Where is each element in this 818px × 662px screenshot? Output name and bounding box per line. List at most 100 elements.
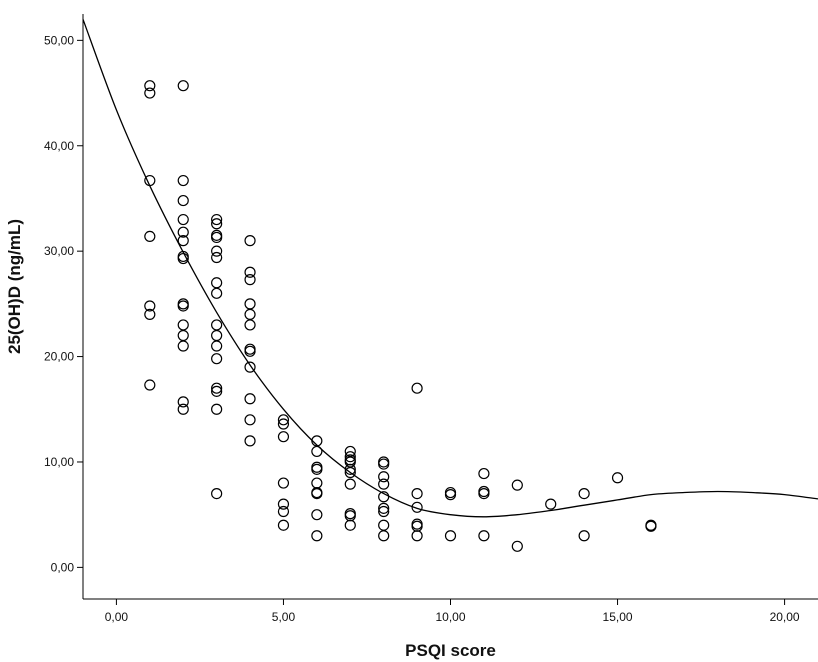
data-point xyxy=(411,487,423,500)
data-point xyxy=(378,502,390,514)
data-point xyxy=(344,508,356,520)
data-point xyxy=(378,456,390,468)
data-point xyxy=(244,274,256,286)
x-tick-label: 15,00 xyxy=(603,610,633,624)
data-point xyxy=(244,393,256,405)
data-point xyxy=(144,300,156,312)
x-axis-ticks: 0,00 5,00 10,00 15,00 20,00 xyxy=(105,599,800,624)
data-point xyxy=(277,418,290,430)
data-points xyxy=(144,80,657,552)
data-point xyxy=(144,80,156,92)
data-point xyxy=(411,530,423,542)
data-point xyxy=(578,530,590,542)
x-tick-label: 20,00 xyxy=(770,610,800,624)
data-point xyxy=(311,445,323,458)
data-point xyxy=(211,245,223,257)
data-point xyxy=(244,319,256,331)
data-point xyxy=(244,343,256,355)
data-point xyxy=(144,308,156,321)
data-point xyxy=(211,487,223,500)
data-point xyxy=(344,451,356,463)
data-point xyxy=(344,510,356,522)
data-point xyxy=(177,235,189,247)
data-point xyxy=(211,287,223,299)
data-point xyxy=(177,329,189,342)
fit-curve xyxy=(82,19,818,518)
data-point xyxy=(277,414,290,426)
y-tick-label: 30,00 xyxy=(44,244,74,258)
data-point xyxy=(144,379,156,391)
data-point xyxy=(444,489,457,501)
data-point xyxy=(177,319,189,331)
data-point xyxy=(311,530,323,542)
data-point xyxy=(211,403,223,415)
data-point xyxy=(177,194,189,207)
x-tick-label: 10,00 xyxy=(435,610,465,624)
data-point xyxy=(177,403,189,415)
data-point xyxy=(478,487,490,500)
data-point xyxy=(578,487,590,500)
data-point xyxy=(211,229,223,241)
data-point xyxy=(144,87,156,99)
data-point xyxy=(411,520,423,532)
y-tick-label: 10,00 xyxy=(44,455,74,469)
x-tick-label: 5,00 xyxy=(272,610,296,624)
data-point xyxy=(378,458,390,470)
data-point xyxy=(244,235,256,247)
data-point xyxy=(211,218,223,230)
y-tick-label: 40,00 xyxy=(44,139,74,153)
x-tick-label: 0,00 xyxy=(105,610,129,624)
data-point xyxy=(277,505,290,518)
data-point xyxy=(311,477,323,489)
data-point xyxy=(277,431,290,443)
data-point xyxy=(211,385,223,397)
data-point xyxy=(177,213,189,226)
data-point xyxy=(177,226,189,238)
data-point xyxy=(444,486,457,499)
y-tick-label: 50,00 xyxy=(44,33,74,47)
data-point xyxy=(511,479,523,491)
data-point xyxy=(211,329,223,342)
data-point xyxy=(211,319,223,331)
data-point xyxy=(378,519,390,531)
data-point xyxy=(277,477,290,489)
data-point xyxy=(244,308,256,321)
data-point xyxy=(378,530,390,542)
data-point xyxy=(545,498,557,510)
data-point xyxy=(277,498,290,510)
data-point xyxy=(177,300,189,312)
data-point xyxy=(378,478,390,490)
data-point xyxy=(478,530,490,542)
data-point xyxy=(211,382,223,394)
y-axis-ticks: 0,00 10,00 20,00 30,00 40,00 50,00 xyxy=(44,33,83,574)
data-point xyxy=(244,361,256,373)
data-point xyxy=(311,463,323,475)
y-tick-label: 20,00 xyxy=(44,350,74,364)
data-point xyxy=(177,396,189,408)
data-point xyxy=(411,518,423,530)
data-point xyxy=(311,461,323,473)
data-point xyxy=(277,519,290,531)
data-point xyxy=(344,478,356,490)
data-point xyxy=(211,277,223,289)
data-point xyxy=(478,485,490,498)
data-point xyxy=(211,213,223,226)
data-point xyxy=(177,340,189,352)
data-point xyxy=(177,174,189,187)
data-point xyxy=(478,467,490,480)
data-point xyxy=(177,80,189,92)
data-point xyxy=(344,519,356,531)
data-point xyxy=(378,471,390,483)
y-axis-title: 25(OH)D (ng/mL) xyxy=(5,219,24,354)
data-point xyxy=(344,466,356,479)
data-point xyxy=(211,251,223,264)
data-point xyxy=(378,505,390,518)
x-axis-title: PSQI score xyxy=(405,641,496,660)
y-tick-label: 0,00 xyxy=(51,560,75,574)
data-point xyxy=(244,345,256,357)
data-point xyxy=(645,520,657,532)
data-point xyxy=(611,472,624,484)
data-point xyxy=(244,414,256,426)
data-point xyxy=(244,435,256,447)
